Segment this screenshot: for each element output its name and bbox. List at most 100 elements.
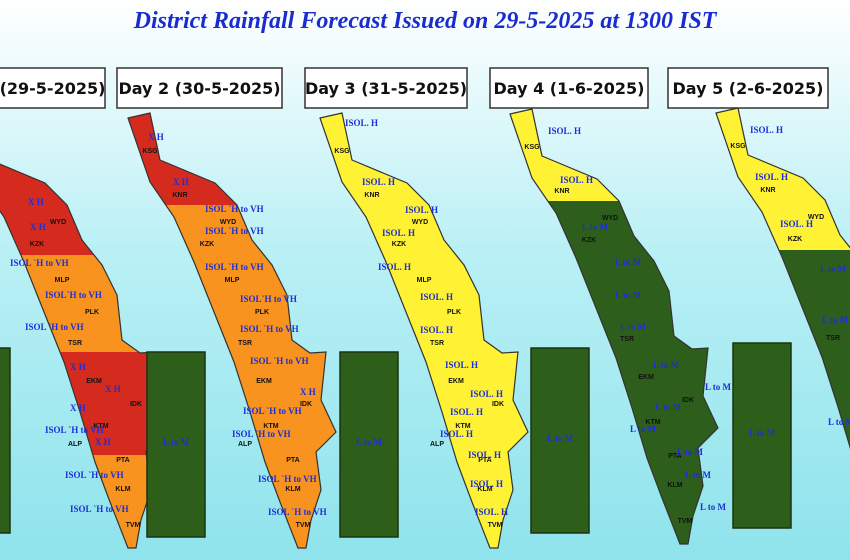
district-code: TVM bbox=[296, 522, 311, 529]
forecast-label: ISOL. H bbox=[445, 360, 478, 370]
day-box bbox=[489, 67, 649, 109]
forecast-label: ISOL `H to VH bbox=[268, 507, 327, 517]
title: District Rainfall Forecast Issued on 29-… bbox=[133, 8, 718, 34]
forecast-label: ISOL. H bbox=[345, 118, 378, 128]
forecast-label: L to M bbox=[655, 402, 682, 412]
zone bbox=[510, 251, 718, 348]
forecast-label: X H bbox=[30, 222, 46, 232]
district-code: KSG bbox=[730, 143, 746, 150]
district-code: KSG bbox=[524, 144, 540, 151]
forecast-label: ISOL. H bbox=[560, 175, 593, 185]
district-code: PTA bbox=[286, 457, 299, 464]
district-code: TVM bbox=[488, 522, 503, 529]
forecast-label: ISOL. H bbox=[405, 205, 438, 215]
district-code: KZK bbox=[788, 236, 802, 243]
forecast-label: L to M bbox=[828, 417, 850, 427]
forecast-label: ISOL `H to VH bbox=[243, 406, 302, 416]
zone bbox=[0, 205, 166, 255]
district-code: KZK bbox=[30, 241, 44, 248]
district-code: PTA bbox=[478, 457, 491, 464]
forecast-box bbox=[339, 351, 399, 538]
district-code: WYD bbox=[220, 219, 236, 226]
district-code: IDK bbox=[492, 401, 504, 408]
forecast-label: ISOL `H to VH bbox=[45, 425, 104, 435]
district-code: TVM bbox=[678, 518, 693, 525]
district-code: IDK bbox=[300, 401, 312, 408]
day-label: (29-5-2025) bbox=[0, 79, 105, 98]
forecast-label: L to M bbox=[677, 447, 704, 457]
forecast-box bbox=[0, 347, 11, 534]
zone bbox=[0, 255, 166, 352]
forecast-label: L to M bbox=[630, 424, 657, 434]
forecast-label: ISOL. H bbox=[468, 450, 501, 460]
district-code: KZK bbox=[392, 241, 406, 248]
day-label: Day 5 (2-6-2025) bbox=[673, 79, 824, 98]
district-code: PLK bbox=[447, 309, 461, 316]
forecast-label: ISOL. H bbox=[750, 125, 783, 135]
forecast-label: X H bbox=[148, 132, 164, 142]
box-text: L to M bbox=[163, 437, 190, 447]
district-code: TSR bbox=[826, 335, 840, 342]
forecast-label: ISOL. H bbox=[755, 172, 788, 182]
district-code: MLP bbox=[417, 277, 432, 284]
district-code: WYD bbox=[602, 215, 618, 222]
district-code: TVM bbox=[126, 522, 141, 529]
forecast-label: L to M bbox=[820, 264, 847, 274]
district-code: PTA bbox=[116, 457, 129, 464]
district-code: KTM bbox=[455, 423, 470, 430]
day-label: Day 3 (31-5-2025) bbox=[305, 79, 467, 98]
forecast-label: X H bbox=[28, 197, 44, 207]
forecast-label: L to M bbox=[700, 502, 727, 512]
district-code: WYD bbox=[808, 214, 824, 221]
district-code: EKM bbox=[638, 374, 654, 381]
district-code: IDK bbox=[682, 397, 694, 404]
district-code: KTM bbox=[263, 423, 278, 430]
forecast-label: X H bbox=[300, 387, 316, 397]
box-text: L to M bbox=[356, 437, 383, 447]
forecast-box bbox=[732, 342, 792, 529]
forecast-label: ISOL `H to VH bbox=[205, 204, 264, 214]
district-code: KZK bbox=[582, 237, 596, 244]
zone bbox=[320, 352, 528, 455]
forecast-label: ISOL. H bbox=[450, 407, 483, 417]
forecast-label: X H bbox=[105, 384, 121, 394]
day-label: Day 4 (1-6-2025) bbox=[494, 79, 645, 98]
forecast-label: L to M bbox=[615, 290, 642, 300]
box-text: L to M bbox=[547, 433, 574, 443]
forecast-label: L to M bbox=[653, 360, 680, 370]
district-code: KNR bbox=[760, 187, 775, 194]
district-code: ALP bbox=[238, 441, 252, 448]
district-code: KTM bbox=[93, 423, 108, 430]
district-code: KSG bbox=[142, 148, 158, 155]
district-code: KTM bbox=[645, 419, 660, 426]
district-code: TSR bbox=[620, 336, 634, 343]
district-code: TSR bbox=[430, 340, 444, 347]
district-code: EKM bbox=[256, 378, 272, 385]
forecast-label: ISOL `H to VH bbox=[205, 262, 264, 272]
day-box bbox=[116, 67, 283, 109]
forecast-label: L to M bbox=[582, 222, 609, 232]
zone bbox=[320, 455, 528, 548]
forecast-label: ISOL `H to VH bbox=[240, 324, 299, 334]
district-code: PLK bbox=[255, 309, 269, 316]
district-code: KLM bbox=[477, 486, 492, 493]
day-map: KSG KNR WYD KZK TSR EKM IDK KTM PTA KLM TVM bbox=[509, 108, 719, 545]
forecast-label: ISOL. H bbox=[475, 507, 508, 517]
forecast-label: ISOL `H to VH bbox=[205, 226, 264, 236]
zone bbox=[716, 108, 850, 200]
forecast-label: L to M bbox=[615, 257, 642, 267]
forecast-label: ISOL `H to VH bbox=[250, 356, 309, 366]
forecast-label: ISOL`H to VH bbox=[240, 294, 297, 304]
district-code: KNR bbox=[172, 192, 187, 199]
district-code: PLK bbox=[85, 309, 99, 316]
forecast-label: ISOL`H to VH bbox=[45, 290, 102, 300]
forecast-label: ISOL. H bbox=[382, 228, 415, 238]
district-code: MLP bbox=[55, 277, 70, 284]
forecast-box bbox=[146, 351, 206, 538]
district-code: TSR bbox=[68, 340, 82, 347]
forecast-label: ISOL. H bbox=[470, 389, 503, 399]
forecast-label: ISOL `H to VH bbox=[258, 474, 317, 484]
district-code: EKM bbox=[86, 378, 102, 385]
forecast-label: ISOL. H bbox=[548, 126, 581, 136]
